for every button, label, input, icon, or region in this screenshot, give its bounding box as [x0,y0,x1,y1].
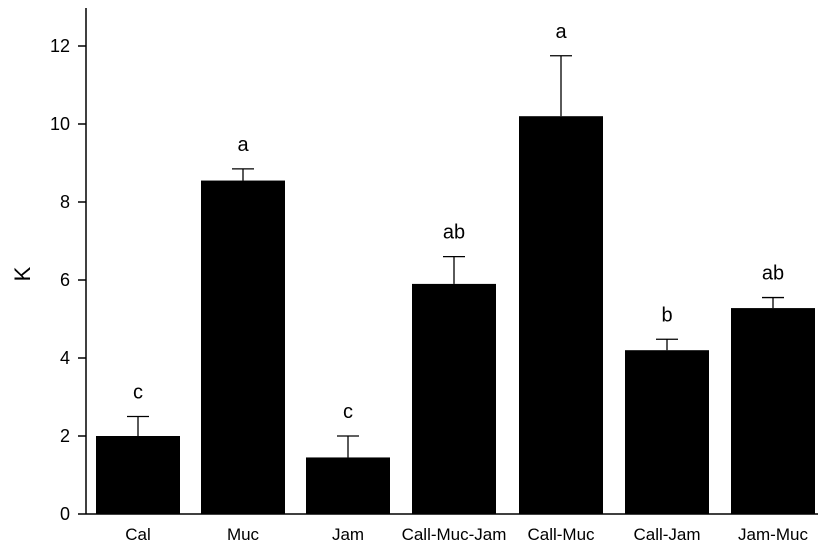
significance-label: c [343,401,353,423]
bar [96,436,180,514]
bar [519,116,603,514]
x-tick-label: Call-Muc [527,525,595,544]
significance-label: a [237,134,249,156]
x-tick-label: Call-Muc-Jam [402,525,507,544]
y-tick-label: 6 [60,270,70,290]
x-tick-label: Muc [227,525,260,544]
bar [201,180,285,515]
y-tick-label: 0 [60,504,70,524]
significance-label: c [133,382,143,404]
significance-label: a [555,21,567,43]
x-tick-label: Jam [332,525,364,544]
x-tick-label: Call-Jam [633,525,700,544]
y-axis: 0 2 4 6 8 10 12 [50,8,87,524]
significance-label: b [661,304,672,326]
x-tick-label: Jam-Muc [738,525,808,544]
y-tick-label: 4 [60,348,70,368]
significance-label: ab [443,222,465,244]
y-tick-label: 8 [60,192,70,212]
y-tick-label: 2 [60,426,70,446]
y-tick-label: 10 [50,114,70,134]
significance-label: ab [762,263,784,285]
x-axis: Cal Muc Jam Call-Muc-Jam Call-Muc Call-Jam Jam… [86,513,818,544]
bar [412,283,496,514]
y-tick-label: 12 [50,36,70,56]
bar [306,457,390,514]
bar [731,308,815,514]
bar [625,350,709,514]
x-tick-label: Cal [125,525,151,544]
y-axis-title: K [10,266,35,281]
